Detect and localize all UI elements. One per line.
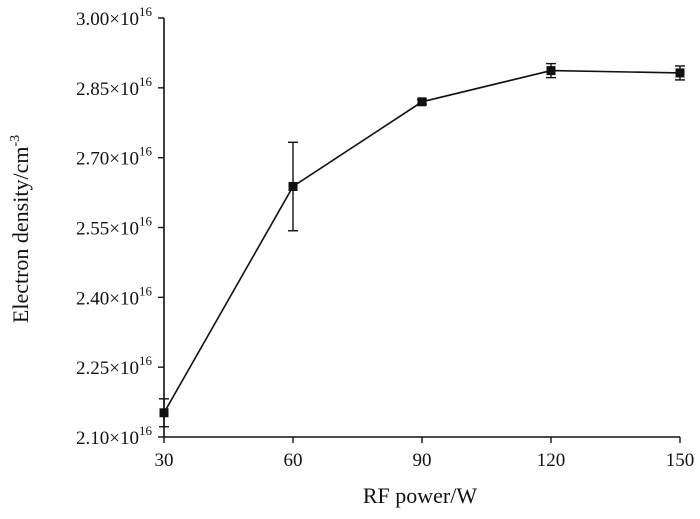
y-tick-mantissa: 2.85×10 [76, 79, 139, 100]
series-lines [163, 69, 681, 414]
x-tick-label: 60 [284, 450, 303, 471]
axes [163, 18, 680, 438]
y-tick-label: 3.00×1016 [76, 4, 152, 30]
x-axis-title: RF power/W [363, 483, 478, 508]
ticks: 30 60 90 120 1502.10×10162.25×10162.40×10162… [76, 4, 694, 471]
data-point [546, 66, 556, 76]
data-point [417, 97, 427, 107]
data-point [159, 408, 169, 418]
y-tick-mantissa: 2.40×10 [76, 288, 139, 309]
y-tick-exponent: 16 [139, 283, 153, 298]
y-tick-exponent: 16 [139, 423, 153, 438]
y-tick-label: 2.10×1016 [76, 423, 152, 449]
y-tick-exponent: 16 [139, 4, 153, 19]
y-tick-label: 2.55×1016 [76, 214, 152, 240]
y-tick-label: 2.40×1016 [76, 283, 152, 309]
y-tick-label: 2.70×1016 [76, 144, 152, 170]
y-axis-title: Electron density/cm-3 [8, 135, 33, 323]
y-tick-mantissa: 2.10×10 [76, 428, 139, 449]
y-tick-mantissa: 2.55×10 [76, 219, 139, 240]
x-tick-label: 120 [537, 450, 566, 471]
data-point [288, 182, 298, 191]
y-tick-mantissa: 3.00×10 [76, 9, 139, 30]
y-tick-exponent: 16 [139, 353, 153, 368]
y-axis-title-main: Electron density/cm [8, 147, 33, 324]
y-tick-mantissa: 2.70×10 [76, 149, 139, 170]
error-bars [159, 62, 685, 428]
y-tick-label: 2.85×1016 [76, 74, 152, 100]
y-tick-label: 2.25×1016 [76, 353, 152, 379]
y-tick-exponent: 16 [139, 214, 153, 229]
y-axis-title-superscript: -3 [8, 135, 23, 147]
y-tick-exponent: 16 [139, 144, 153, 159]
data-point [675, 68, 685, 78]
markers [159, 66, 685, 418]
x-tick-label: 30 [155, 450, 174, 471]
y-tick-mantissa: 2.25×10 [76, 358, 139, 379]
x-tick-label: 150 [666, 450, 695, 471]
x-tick-label: 90 [413, 450, 432, 471]
y-tick-exponent: 16 [139, 74, 153, 89]
series-line [163, 69, 681, 414]
